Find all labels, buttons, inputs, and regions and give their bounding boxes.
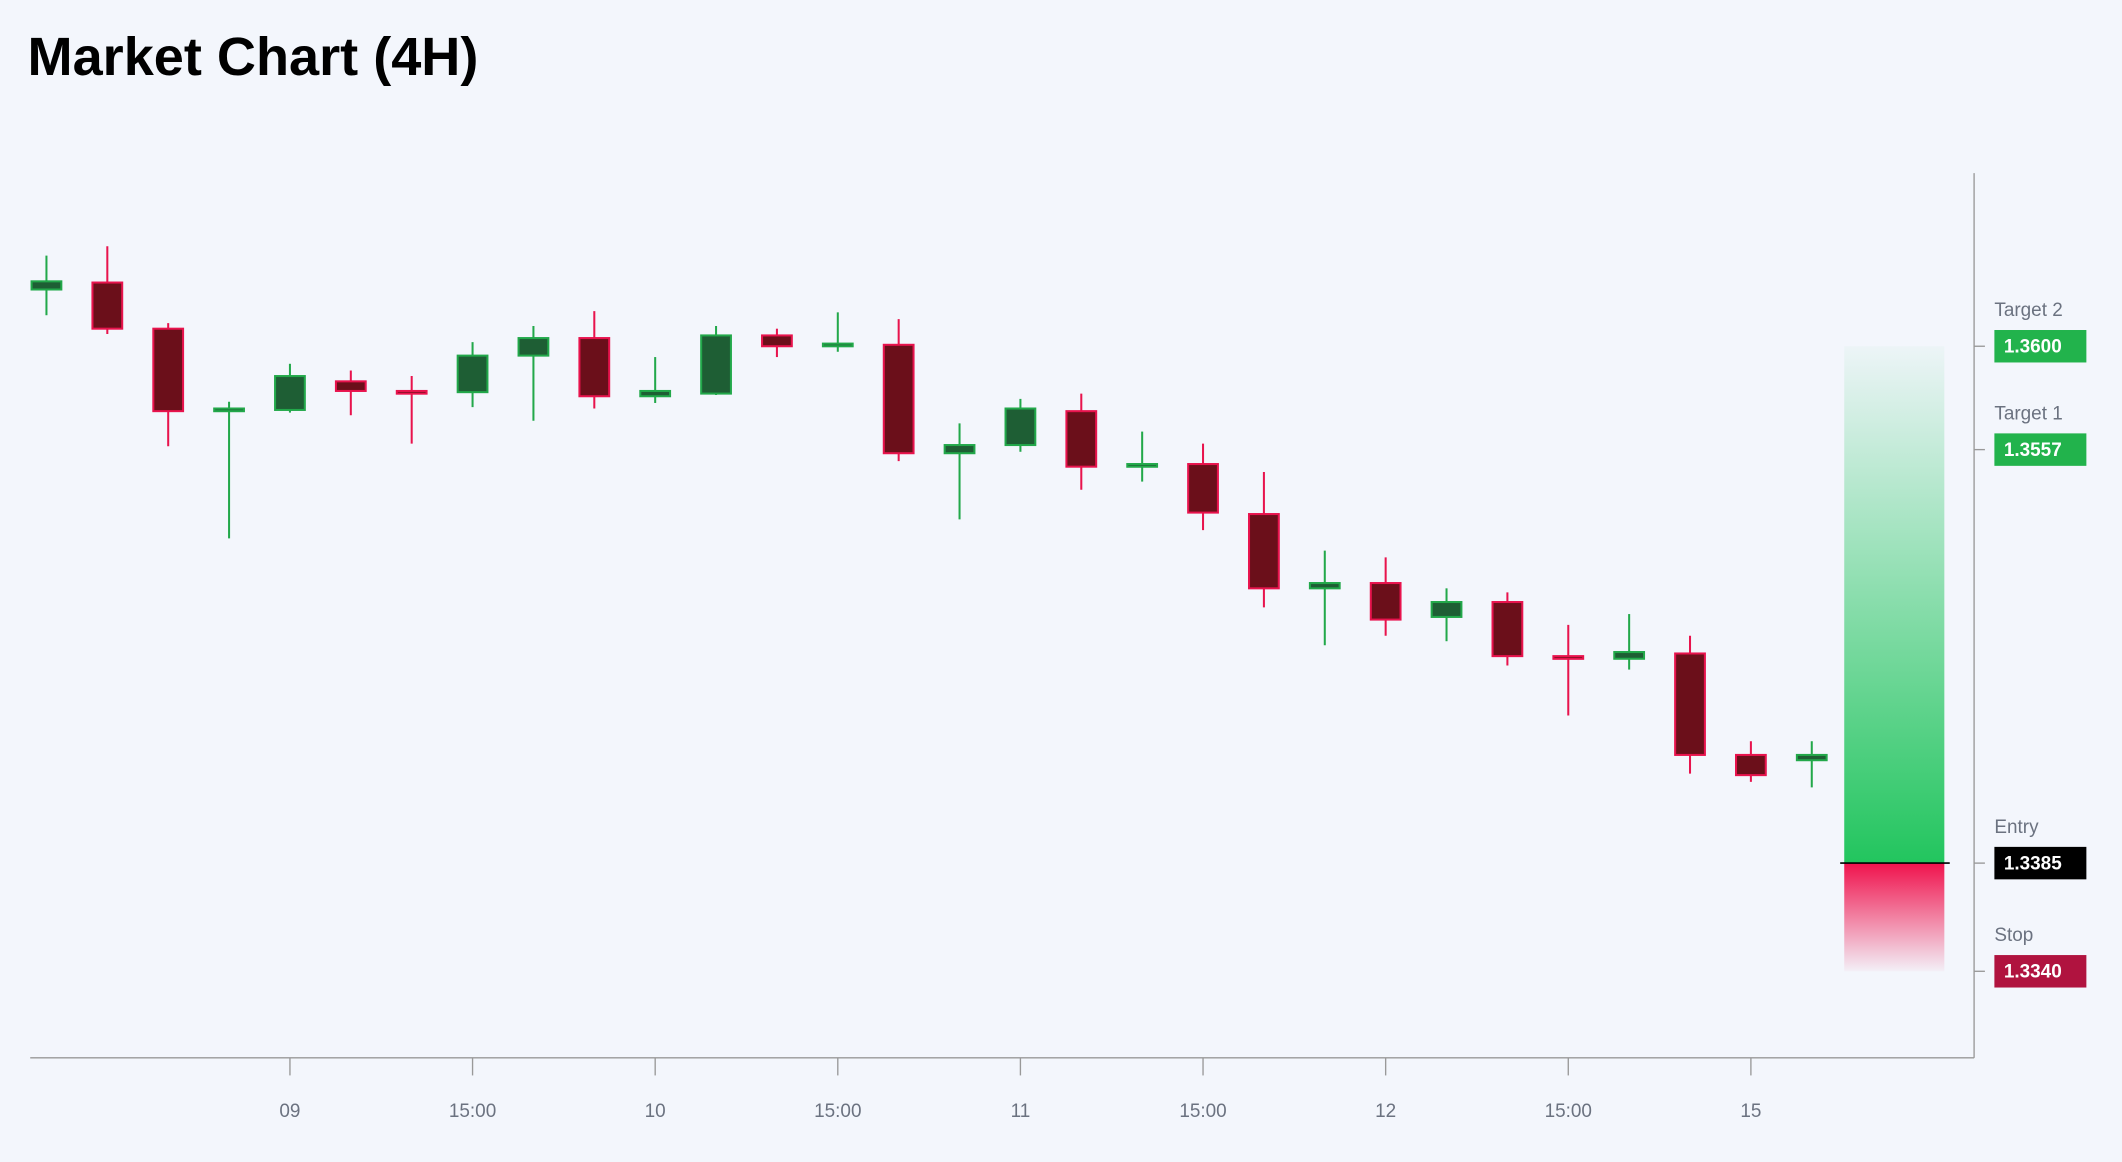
candle-body: [91, 281, 124, 330]
level-name: Target 2: [1994, 300, 2062, 321]
level-value: 1.3340: [2004, 962, 2062, 983]
x-tick-label: 12: [1375, 1101, 1396, 1122]
candle-body: [761, 334, 793, 348]
level-name: Stop: [1994, 925, 2033, 946]
candle-body: [1308, 582, 1341, 590]
loss-zone: [1844, 863, 1945, 972]
candle-body: [1613, 651, 1646, 660]
candle-body: [1126, 463, 1159, 468]
x-tick-label: 09: [279, 1101, 300, 1122]
level-name: Entry: [1994, 817, 2039, 838]
level-value: 1.3385: [2004, 853, 2062, 874]
candle-body: [213, 407, 245, 413]
candle-body: [1795, 753, 1828, 762]
candle-body: [700, 334, 732, 395]
candle-body: [274, 375, 306, 411]
candle-body: [456, 354, 489, 394]
candle-body: [1430, 601, 1463, 618]
level-badge: [1994, 330, 2087, 363]
candle-body: [517, 337, 550, 357]
level-value: 1.3557: [2004, 440, 2062, 461]
candle-body: [1369, 582, 1402, 621]
candle-body: [1187, 463, 1219, 514]
candle-body: [30, 280, 63, 291]
x-tick-label: 15:00: [1179, 1101, 1226, 1122]
level-badge: [1994, 433, 2087, 466]
candle-body: [821, 342, 854, 348]
level-badge: [1994, 955, 2087, 988]
x-tick-label: 15:00: [449, 1101, 496, 1122]
candle-body: [943, 444, 976, 455]
x-tick-label: 15:00: [814, 1101, 861, 1122]
candle-body: [1674, 652, 1706, 756]
x-tick-label: 15: [1740, 1101, 1761, 1122]
candle-body: [395, 389, 428, 395]
candle-body: [152, 327, 185, 413]
candle-body: [882, 343, 915, 455]
candle-body: [1552, 655, 1585, 660]
candle-body: [1004, 407, 1037, 447]
level-value: 1.3600: [2004, 337, 2062, 358]
candle-body: [1735, 753, 1767, 777]
chart-title: Market Chart (4H): [28, 27, 479, 87]
level-badge: [1994, 846, 2087, 880]
profit-zone: [1844, 346, 1945, 864]
candle-body: [639, 389, 672, 398]
x-tick-label: 10: [645, 1101, 666, 1122]
candle-body: [578, 337, 611, 398]
x-tick-label: 15:00: [1545, 1101, 1592, 1122]
level-name: Target 1: [1994, 403, 2062, 424]
candle-body: [1491, 601, 1524, 658]
candle-body: [334, 380, 367, 392]
x-tick-label: 11: [1011, 1101, 1031, 1122]
candle-body: [1065, 410, 1098, 468]
candle-body: [1248, 513, 1280, 590]
